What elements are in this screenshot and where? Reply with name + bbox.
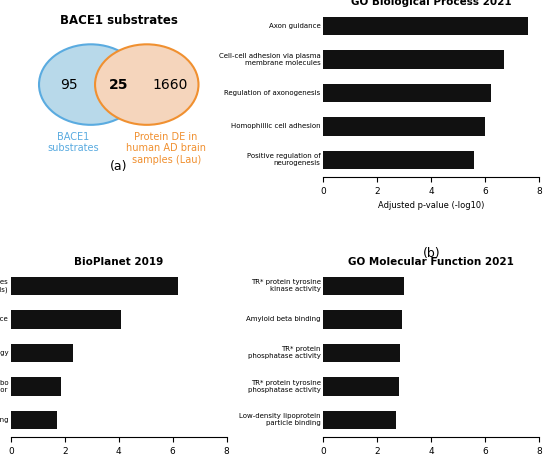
Title: GO Molecular Function 2021: GO Molecular Function 2021 — [348, 257, 514, 267]
Bar — [323, 344, 400, 362]
Circle shape — [95, 44, 199, 125]
Text: Protein DE in
human AD brain
samples (Lau): Protein DE in human AD brain samples (La… — [126, 131, 206, 165]
Text: BACE1
substrates: BACE1 substrates — [48, 131, 100, 153]
Bar — [323, 17, 528, 35]
X-axis label: Adjusted p-value (-log10): Adjusted p-value (-log10) — [378, 201, 485, 210]
Circle shape — [39, 44, 142, 125]
Bar — [323, 277, 404, 295]
Text: BACE1 substrates: BACE1 substrates — [60, 14, 178, 27]
Bar — [11, 310, 122, 329]
Bar — [11, 277, 178, 295]
Bar — [11, 377, 61, 396]
Bar — [323, 411, 396, 429]
Text: 1660: 1660 — [153, 77, 188, 91]
Bar — [323, 151, 474, 169]
Bar — [323, 310, 402, 329]
Title: GO Biological Process 2021: GO Biological Process 2021 — [351, 0, 512, 7]
Bar — [323, 117, 485, 136]
Text: (b): (b) — [422, 247, 440, 260]
Bar — [323, 377, 399, 396]
Text: 25: 25 — [109, 77, 129, 91]
Text: 95: 95 — [60, 77, 78, 91]
Bar — [323, 50, 504, 69]
Title: BioPlanet 2019: BioPlanet 2019 — [74, 257, 163, 267]
Bar — [11, 344, 73, 362]
Bar — [11, 411, 57, 429]
Bar — [323, 84, 491, 102]
Text: (a): (a) — [110, 161, 128, 173]
